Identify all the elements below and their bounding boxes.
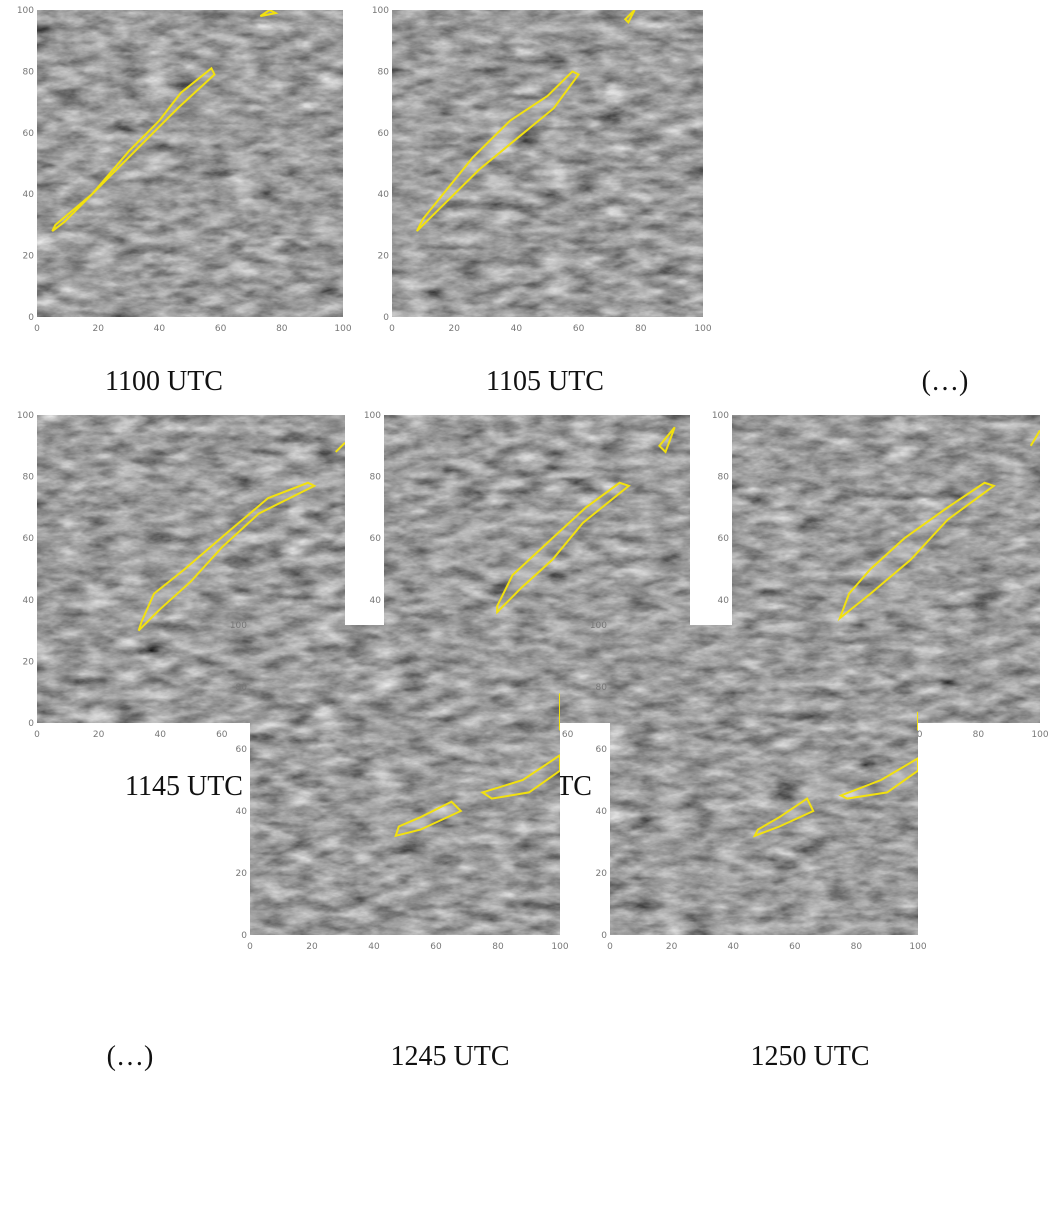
y-tick-label: 40: [596, 807, 608, 817]
ellipsis: (…): [107, 1041, 154, 1072]
x-tick-label: 20: [93, 730, 105, 740]
y-tick-label: 20: [23, 657, 35, 667]
x-tick-label: 80: [492, 942, 504, 952]
panel-caption: 1245 UTC: [391, 1041, 510, 1072]
x-tick-label: 60: [430, 942, 442, 952]
panel-caption: 1250 UTC: [751, 1041, 870, 1072]
y-tick-label: 80: [718, 473, 730, 483]
y-tick-label: 60: [378, 129, 390, 139]
x-tick-label: 0: [34, 730, 40, 740]
x-tick-label: 80: [973, 730, 985, 740]
y-tick-label: 60: [718, 534, 730, 544]
y-tick-label: 20: [378, 252, 390, 262]
x-tick-label: 100: [909, 942, 926, 952]
y-tick-label: 80: [596, 683, 608, 693]
y-tick-label: 100: [17, 6, 34, 16]
x-tick-label: 60: [562, 730, 574, 740]
panel-caption: 1105 UTC: [486, 366, 604, 397]
y-tick-label: 60: [23, 129, 35, 139]
y-tick-label: 0: [241, 931, 247, 941]
x-tick-label: 40: [368, 942, 380, 952]
x-tick-label: 40: [154, 324, 166, 334]
satellite-image: [392, 10, 703, 317]
x-tick-label: 100: [694, 324, 711, 334]
panel: 0 20 40 60 80 100 0 20 40 60 80 100 1250 UTC: [590, 621, 927, 1072]
figure: (…) (…) 0 20 40 60 80 100 0 20 40 60 80 100 1100 UTC…: [0, 0, 1053, 1210]
x-tick-label: 100: [334, 324, 351, 334]
satellite-image: [37, 10, 343, 317]
x-tick-label: 80: [276, 324, 288, 334]
x-tick-label: 60: [216, 730, 228, 740]
y-tick-label: 80: [23, 67, 35, 77]
y-tick-label: 0: [28, 313, 34, 323]
y-tick-label: 20: [23, 252, 35, 262]
y-tick-label: 40: [718, 596, 730, 606]
x-tick-label: 20: [666, 942, 678, 952]
y-tick-label: 0: [28, 719, 34, 729]
x-tick-label: 80: [851, 942, 863, 952]
x-tick-label: 0: [607, 942, 613, 952]
x-tick-label: 0: [389, 324, 395, 334]
x-tick-label: 60: [789, 942, 801, 952]
y-tick-label: 40: [23, 596, 35, 606]
panel: 0 20 40 60 80 100 0 20 40 60 80 100 1100 UTC: [17, 6, 352, 397]
panel-caption: 1100 UTC: [105, 366, 223, 397]
y-tick-label: 100: [230, 621, 247, 631]
y-tick-label: 80: [378, 67, 390, 77]
panel: 0 20 40 60 80 100 0 20 40 60 80 100 1105 UTC: [372, 6, 712, 397]
y-tick-label: 40: [236, 807, 248, 817]
x-tick-label: 80: [635, 324, 647, 334]
y-tick-label: 80: [23, 473, 35, 483]
y-tick-label: 20: [236, 869, 248, 879]
y-tick-label: 80: [370, 473, 382, 483]
x-tick-label: 0: [34, 324, 40, 334]
y-tick-label: 40: [378, 190, 390, 200]
y-tick-label: 60: [23, 534, 35, 544]
x-tick-label: 60: [215, 324, 227, 334]
y-tick-label: 0: [383, 313, 389, 323]
y-tick-label: 60: [596, 745, 608, 755]
ellipsis: (…): [922, 366, 969, 397]
y-tick-label: 100: [17, 411, 34, 421]
x-tick-label: 20: [306, 942, 318, 952]
y-tick-label: 100: [372, 6, 389, 16]
y-tick-label: 60: [370, 534, 382, 544]
panel: 0 20 40 60 80 100 0 20 40 60 80 100 1245 UTC: [230, 621, 569, 1072]
y-tick-label: 100: [590, 621, 607, 631]
y-tick-label: 40: [23, 190, 35, 200]
y-tick-label: 40: [370, 596, 382, 606]
panel-caption: 1145 UTC: [125, 771, 243, 802]
x-tick-label: 0: [247, 942, 253, 952]
y-tick-label: 80: [236, 683, 248, 693]
satellite-image: [250, 625, 560, 935]
y-tick-label: 100: [364, 411, 381, 421]
x-tick-label: 60: [573, 324, 585, 334]
x-tick-label: 40: [511, 324, 523, 334]
x-tick-label: 40: [727, 942, 739, 952]
y-tick-label: 20: [596, 869, 608, 879]
y-tick-label: 60: [236, 745, 248, 755]
y-tick-label: 100: [712, 411, 729, 421]
y-tick-label: 0: [601, 931, 607, 941]
x-tick-label: 20: [448, 324, 460, 334]
satellite-image: [610, 625, 918, 935]
x-tick-label: 20: [92, 324, 104, 334]
x-tick-label: 100: [1031, 730, 1048, 740]
x-tick-label: 40: [154, 730, 166, 740]
x-tick-label: 100: [551, 942, 568, 952]
